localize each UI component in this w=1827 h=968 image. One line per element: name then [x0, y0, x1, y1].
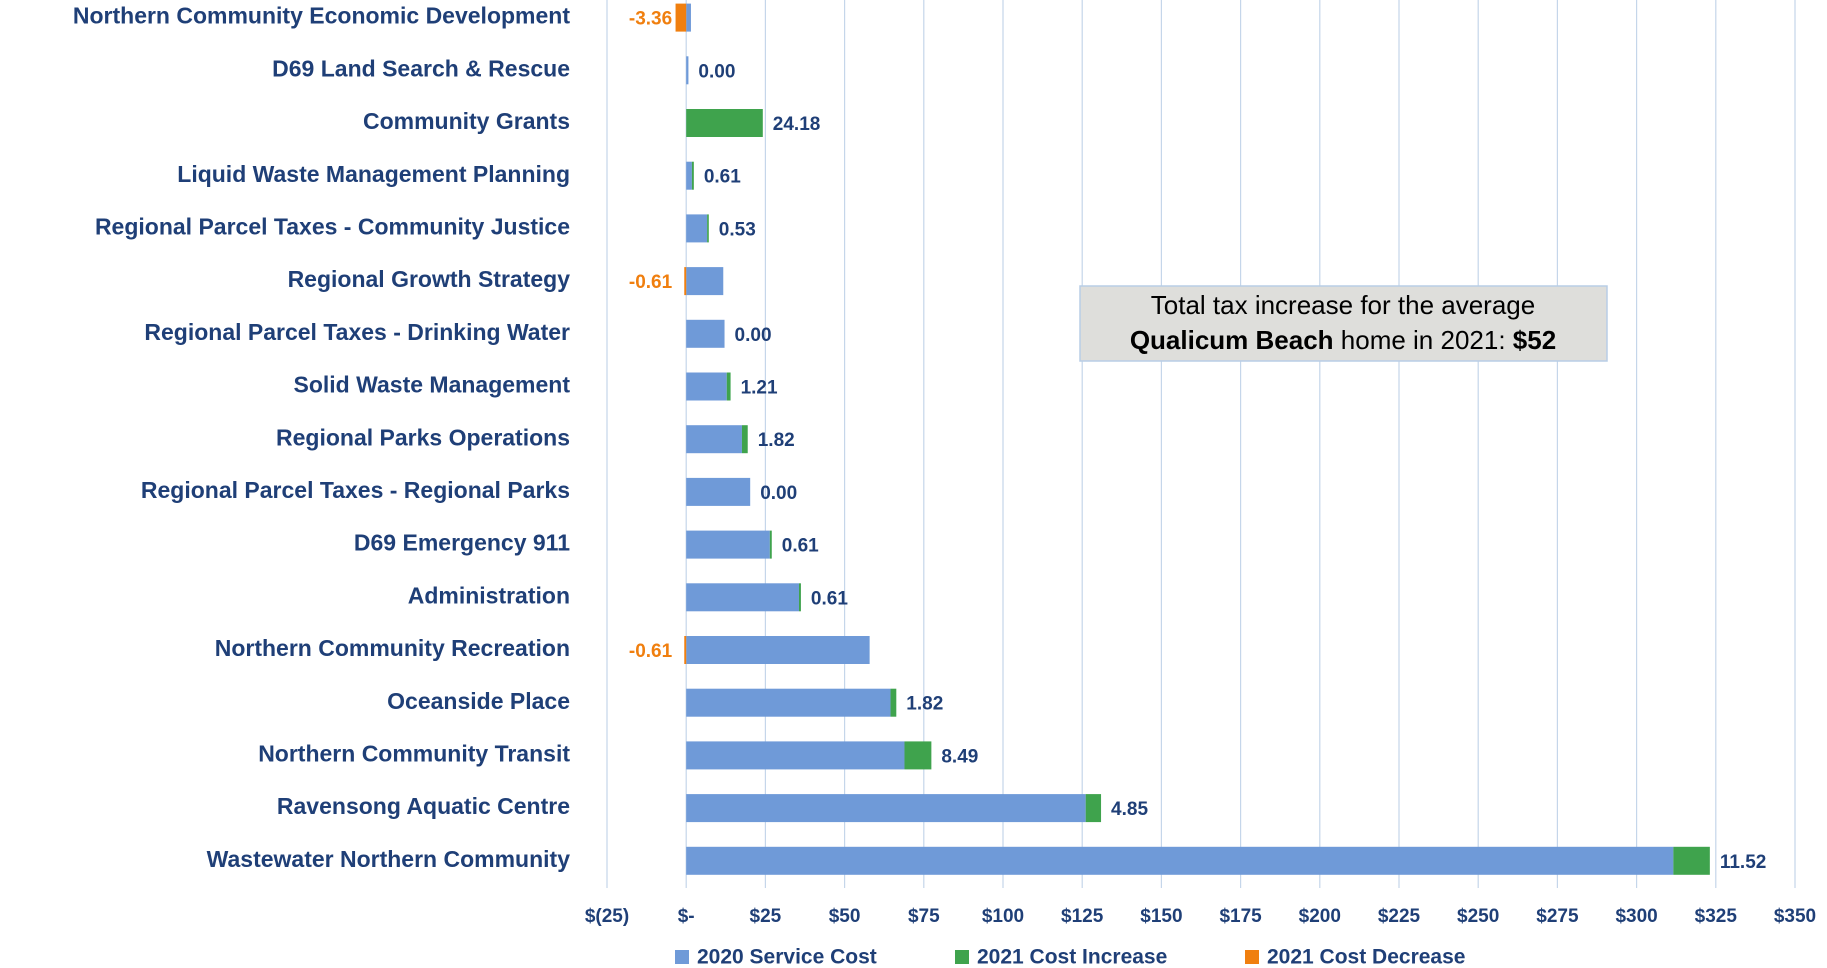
bar-segment: [798, 583, 801, 612]
legend-label: 2021 Cost Increase: [977, 946, 1167, 968]
category-label: Northern Community Recreation: [215, 635, 570, 661]
bar-segment: [741, 425, 748, 454]
category-label: D69 Land Search & Rescue: [272, 55, 570, 81]
annotation-line: Total tax increase for the average: [1151, 290, 1535, 320]
annotation-text: Qualicum Beach: [1130, 325, 1334, 355]
bar-segment: [686, 56, 689, 85]
bar-segment: [686, 3, 691, 32]
data-label: -0.61: [629, 641, 673, 662]
data-label: 0.00: [735, 325, 772, 346]
x-tick-label: $200: [1299, 906, 1341, 927]
bar-segment: [904, 741, 932, 770]
data-label: 1.82: [758, 430, 795, 451]
bar-segment: [686, 214, 708, 243]
bar-segment: [684, 636, 687, 664]
data-label: 0.00: [698, 61, 735, 82]
legend-label: 2020 Service Cost: [697, 946, 877, 968]
category-label: Administration: [408, 582, 570, 608]
category-label: Northern Community Transit: [258, 740, 570, 766]
x-tick-label: $250: [1457, 906, 1499, 927]
x-tick-label: $125: [1061, 906, 1104, 927]
data-label: 0.61: [704, 167, 741, 188]
annotation-text: home in 2021:: [1334, 325, 1513, 355]
bar-segment: [691, 161, 694, 190]
x-tick-label: $150: [1140, 906, 1182, 927]
annotation-box: [1079, 285, 1608, 362]
bar-segment: [686, 477, 751, 506]
bar-segment: [686, 161, 692, 190]
data-label: 0.00: [760, 483, 797, 504]
bar-segment: [686, 636, 870, 664]
bar-segment: [769, 530, 772, 559]
data-label: 4.85: [1111, 799, 1148, 820]
bar-segment: [1673, 846, 1710, 875]
bar-segment: [686, 794, 1086, 823]
bar-segment: [686, 741, 905, 770]
data-label: 8.49: [941, 746, 978, 767]
x-tick-label: $50: [829, 906, 861, 927]
data-label: 1.21: [741, 378, 778, 399]
category-label: Regional Parks Operations: [276, 424, 570, 450]
x-tick-label: $-: [678, 906, 695, 927]
data-label: 0.53: [719, 219, 756, 240]
category-label: D69 Emergency 911: [354, 530, 570, 556]
bar-segment: [686, 688, 891, 717]
bar-segment: [684, 267, 687, 296]
category-label: Wastewater Northern Community: [207, 846, 571, 872]
x-tick-label: $(25): [585, 906, 629, 927]
category-label: Oceanside Place: [387, 688, 570, 714]
bar-segment: [686, 319, 725, 348]
category-label: Regional Growth Strategy: [288, 266, 571, 292]
bar-segment: [686, 372, 727, 401]
bar-segment: [686, 846, 1674, 875]
category-label: Liquid Waste Management Planning: [177, 161, 570, 187]
bar-segment: [686, 109, 763, 137]
bar-segment: [686, 425, 742, 454]
x-tick-label: $175: [1219, 906, 1262, 927]
category-label: Regional Parcel Taxes - Community Justic…: [95, 213, 570, 239]
x-tick-label: $225: [1378, 906, 1421, 927]
legend-label: 2021 Cost Decrease: [1267, 946, 1465, 968]
bar-segment: [726, 372, 731, 401]
x-tick-label: $75: [908, 906, 940, 927]
category-label: Regional Parcel Taxes - Drinking Water: [144, 319, 570, 345]
data-label: 11.52: [1720, 852, 1767, 873]
annotation-text: $52: [1513, 325, 1556, 355]
data-label: 1.82: [906, 694, 943, 715]
category-label: Solid Waste Management: [294, 372, 571, 398]
bar-segment: [675, 3, 687, 32]
x-tick-label: $25: [750, 906, 782, 927]
annotation-line: Qualicum Beach home in 2021: $52: [1130, 325, 1556, 355]
data-label: -3.36: [629, 9, 672, 30]
bar-segment: [686, 530, 770, 559]
category-label: Northern Community Economic Development: [73, 3, 570, 29]
legend-swatch: [675, 950, 689, 964]
category-label: Community Grants: [363, 108, 570, 134]
data-label: 24.18: [773, 114, 821, 135]
x-tick-label: $325: [1695, 906, 1738, 927]
legend-swatch: [1245, 950, 1259, 964]
bar-segment: [890, 688, 897, 717]
bar-segment: [707, 214, 709, 243]
x-tick-label: $275: [1536, 906, 1579, 927]
category-label: Ravensong Aquatic Centre: [277, 793, 570, 819]
x-tick-label: $100: [982, 906, 1024, 927]
x-tick-label: $350: [1774, 906, 1816, 927]
x-tick-label: $300: [1615, 906, 1657, 927]
data-label: -0.61: [629, 272, 673, 293]
legend-swatch: [955, 950, 969, 964]
bar-segment: [1085, 794, 1102, 823]
bar-segment: [686, 583, 799, 612]
bar-segment: [686, 267, 724, 296]
data-label: 0.61: [811, 588, 848, 609]
category-label: Regional Parcel Taxes - Regional Parks: [141, 477, 570, 503]
data-label: 0.61: [782, 536, 819, 557]
